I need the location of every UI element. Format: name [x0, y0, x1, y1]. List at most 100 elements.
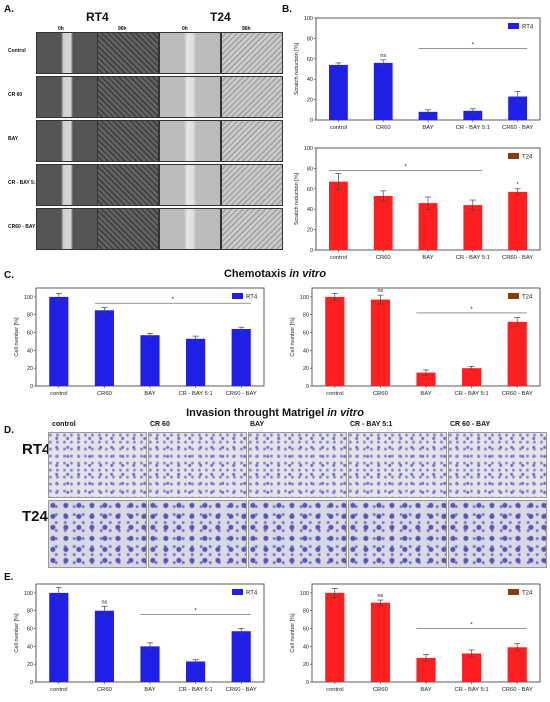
y-tick-label: 60	[307, 187, 313, 193]
legend-swatch	[232, 293, 243, 299]
invasion-title: Invasion throught Matrigel in vitro	[186, 407, 364, 419]
panelD-col-label-2: BAY	[250, 421, 265, 428]
legend-label: RT4	[522, 25, 534, 31]
y-tick-label: 40	[307, 77, 313, 83]
x-tick-label: control	[326, 391, 343, 397]
x-tick-label: control	[330, 255, 347, 261]
x-tick-label: CR60 - BAY	[226, 391, 257, 397]
y-tick-label: 80	[303, 313, 309, 319]
bar	[94, 610, 114, 682]
panelA-row-label-2: BAY	[8, 136, 19, 142]
scratch-micrograph-image	[221, 120, 283, 162]
bar	[463, 205, 483, 250]
panelA-time-3: 96h	[242, 26, 251, 32]
scratch-micrograph-image	[221, 76, 283, 118]
y-axis-label: Cell number [%]	[14, 317, 20, 357]
bar	[508, 191, 528, 250]
x-tick-label: BAY	[420, 391, 431, 397]
invasion-micrograph-image	[448, 432, 547, 498]
ns-annotation: ns	[377, 288, 383, 294]
bar	[416, 372, 436, 386]
invasion-micrograph-image	[348, 500, 447, 568]
panelA-row-label-4: CR60 - BAY	[8, 224, 36, 230]
y-tick-label: 40	[27, 348, 33, 354]
y-tick-label: 60	[307, 57, 313, 63]
scratch-micrograph-image	[221, 164, 283, 206]
x-tick-label: CR60 - BAY	[502, 255, 533, 261]
x-tick-label: CR60 - BAY	[502, 391, 533, 397]
bar	[507, 321, 527, 386]
scratch-micrograph-image	[36, 164, 98, 206]
y-tick-label: 20	[27, 662, 33, 668]
y-axis-label: Cell number [%]	[290, 317, 296, 357]
scratch-micrograph-image	[159, 208, 221, 250]
y-axis-label: Cell number [%]	[14, 613, 20, 653]
chart-B1: 0 20 40 60 80 100 Scratch reduction [%] control…	[294, 16, 541, 131]
panel-label-d: D.	[4, 425, 14, 436]
x-tick-label: control	[326, 687, 343, 693]
bar	[231, 631, 251, 682]
panelA-row-label-0: Control	[8, 48, 26, 54]
y-tick-label: 60	[303, 627, 309, 633]
scratch-micrograph-image	[97, 164, 159, 206]
scratch-micrograph-image	[36, 32, 98, 74]
invasion-micrograph-image	[448, 500, 547, 568]
ns-annotation: ns	[380, 53, 386, 59]
y-tick-label: 60	[27, 627, 33, 633]
y-tick-label: 100	[304, 16, 313, 22]
chart-C1: 0 20 40 60 80 100 Cell number [%] control CR60 BA…	[14, 287, 265, 397]
y-tick-label: 80	[307, 36, 313, 42]
legend-swatch	[508, 23, 519, 29]
y-tick-label: 100	[300, 295, 309, 301]
y-tick-label: 0	[30, 384, 33, 390]
legend-label: RT4	[246, 591, 258, 597]
panelD-col-label-4: CR 60 - BAY	[450, 421, 491, 428]
y-tick-label: 80	[307, 166, 313, 172]
x-tick-label: BAY	[422, 255, 433, 261]
y-tick-label: 40	[303, 348, 309, 354]
significance-star: *	[472, 43, 475, 49]
panel-label-a: A.	[4, 4, 14, 15]
bar	[370, 602, 390, 682]
scratch-micrograph-image	[221, 32, 283, 74]
x-tick-label: CR60 - BAY	[502, 687, 533, 693]
y-tick-label: 80	[303, 609, 309, 615]
significance-star: *	[470, 307, 473, 313]
x-tick-label: CR - BAY 5:1	[456, 255, 490, 261]
bar	[186, 338, 206, 386]
panelD-row-label-t24: T24	[22, 508, 48, 525]
y-tick-label: 60	[27, 331, 33, 337]
y-tick-label: 80	[27, 609, 33, 615]
x-tick-label: control	[50, 391, 67, 397]
x-tick-label: CR - BAY 5:1	[454, 687, 488, 693]
invasion-micrograph-image	[248, 432, 347, 498]
x-tick-label: CR60	[97, 391, 112, 397]
y-axis-label: Scratch reduction [%]	[294, 172, 300, 225]
bar	[418, 111, 438, 120]
panelD-col-label-1: CR 60	[150, 421, 170, 428]
significance-star: *	[172, 297, 175, 303]
y-tick-label: 0	[306, 680, 309, 686]
chart-E1: 0 20 40 60 80 100 Cell number [%] control CR60 BA…	[14, 583, 265, 693]
legend-swatch	[508, 293, 519, 299]
panelA-time-0: 0h	[58, 26, 64, 32]
bar	[328, 64, 348, 120]
y-tick-label: 20	[307, 228, 313, 234]
x-tick-label: CR60	[373, 391, 388, 397]
ns-annotation: ns	[377, 593, 383, 599]
y-axis-label: Cell number [%]	[290, 613, 296, 653]
y-tick-label: 0	[306, 384, 309, 390]
bar	[140, 646, 160, 682]
scratch-micrograph-image	[159, 164, 221, 206]
invasion-micrograph-image	[148, 432, 247, 498]
invasion-micrograph-image	[48, 500, 147, 568]
invasion-micrograph-image	[248, 500, 347, 568]
bar	[231, 328, 251, 386]
x-tick-label: CR60	[373, 687, 388, 693]
y-axis-label: Scratch reduction [%]	[294, 42, 300, 95]
bar	[418, 203, 438, 250]
chart-E2: 0 20 40 60 80 100 Cell number [%] control CR60 BA…	[290, 583, 541, 693]
legend-label: T24	[522, 295, 533, 301]
y-tick-label: 20	[303, 662, 309, 668]
scratch-micrograph-image	[159, 32, 221, 74]
